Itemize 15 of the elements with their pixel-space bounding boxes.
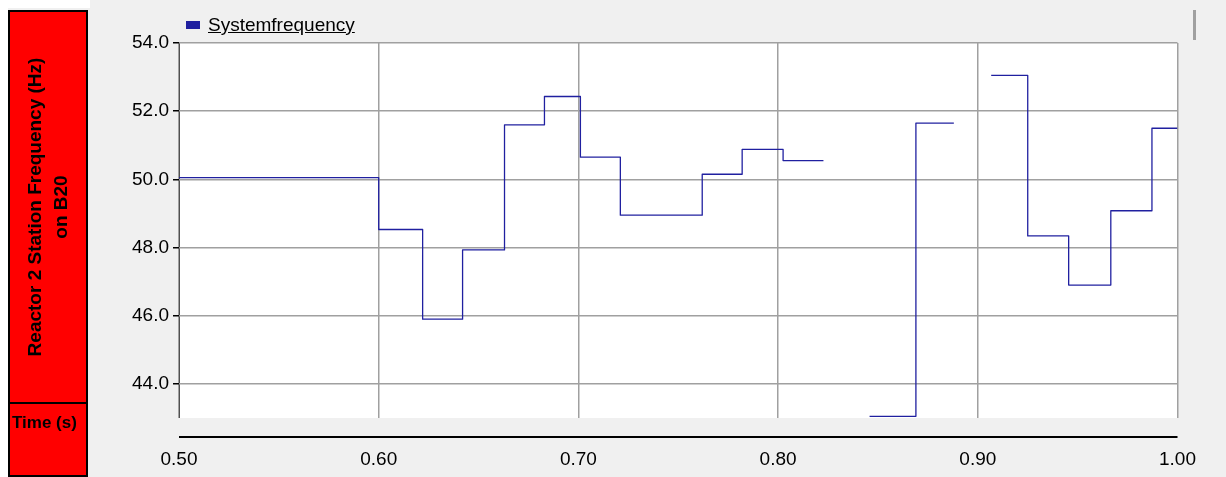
y-tick-label: 54.0 xyxy=(132,31,169,53)
y-tick-label: 50.0 xyxy=(132,167,169,189)
x-tick-label: 0.70 xyxy=(559,447,597,469)
y-axis-title: Reactor 2 Station Frequency (Hz) on B20 xyxy=(23,56,72,359)
y-tick-label: 48.0 xyxy=(132,235,169,257)
x-tick-label: 0.80 xyxy=(759,447,797,469)
y-tick-label: 44.0 xyxy=(132,372,169,394)
x-tick-label: 1.00 xyxy=(1159,447,1196,469)
legend-label: Systemfrequency xyxy=(208,14,355,36)
x-tick-label: 0.60 xyxy=(360,447,398,469)
x-axis-title: Time (s) xyxy=(8,404,88,477)
x-tick-label: 0.50 xyxy=(160,447,198,469)
y-tick-label: 46.0 xyxy=(132,303,169,325)
y-tick-label: 52.0 xyxy=(132,99,169,121)
x-tick-label: 0.90 xyxy=(959,447,997,469)
